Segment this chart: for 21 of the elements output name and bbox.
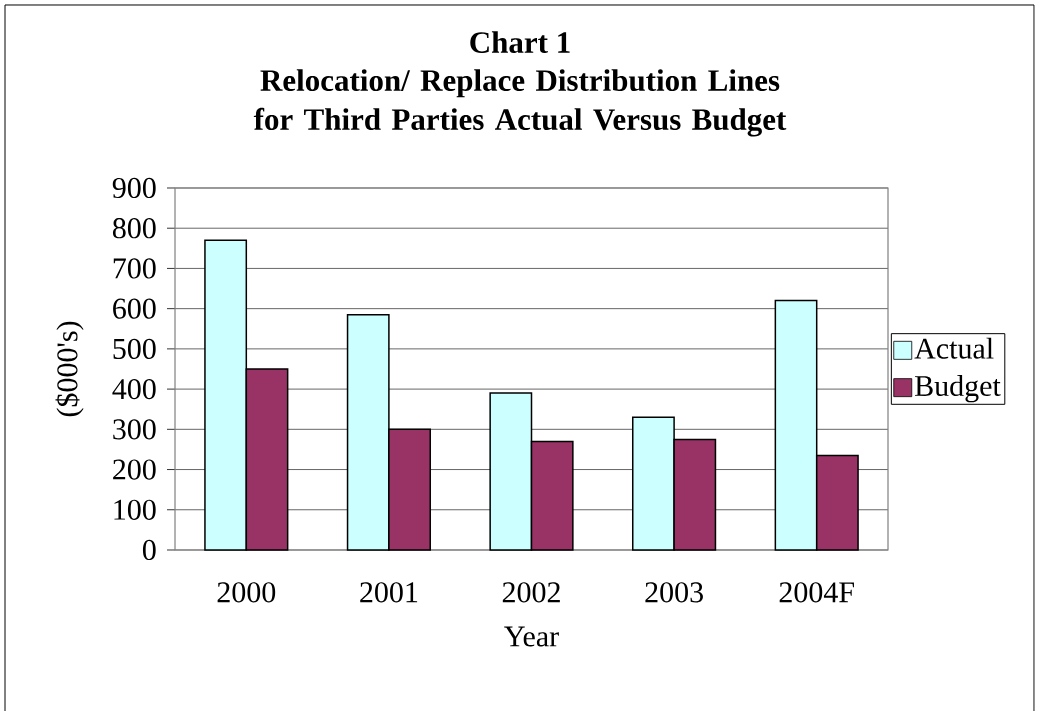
x-tick-label: 2001 bbox=[360, 582, 418, 603]
legend-label: Budget bbox=[915, 374, 1001, 403]
y-tick-label: 800 bbox=[112, 218, 156, 239]
y-tick-label: 0 bbox=[142, 539, 156, 561]
legend-label: Actual bbox=[914, 337, 994, 359]
x-axis-title: Year bbox=[504, 626, 559, 647]
chart-subtitle: Relocation/ Replace Distribution Lines for Third Parties Actual Versus Budget bbox=[253, 69, 787, 137]
y-axis-title: ($000's) bbox=[55, 321, 84, 417]
x-tick-label: 2000 bbox=[217, 582, 276, 603]
x-tick-label: 2002 bbox=[502, 582, 560, 603]
y-tick-label: 300 bbox=[113, 419, 156, 440]
y-tick-label: 100 bbox=[114, 499, 156, 520]
y-tick-label: 700 bbox=[113, 258, 156, 279]
chart-title: Chart 1 bbox=[470, 31, 570, 53]
y-tick-label: 900 bbox=[112, 177, 156, 199]
y-tick-label: 500 bbox=[113, 338, 156, 359]
y-tick-label: 400 bbox=[112, 378, 156, 400]
x-tick-label: 2004F bbox=[779, 582, 854, 603]
y-tick-label: 600 bbox=[113, 298, 156, 319]
x-tick-label: 2003 bbox=[645, 582, 703, 603]
y-tick-label: 200 bbox=[113, 459, 156, 480]
